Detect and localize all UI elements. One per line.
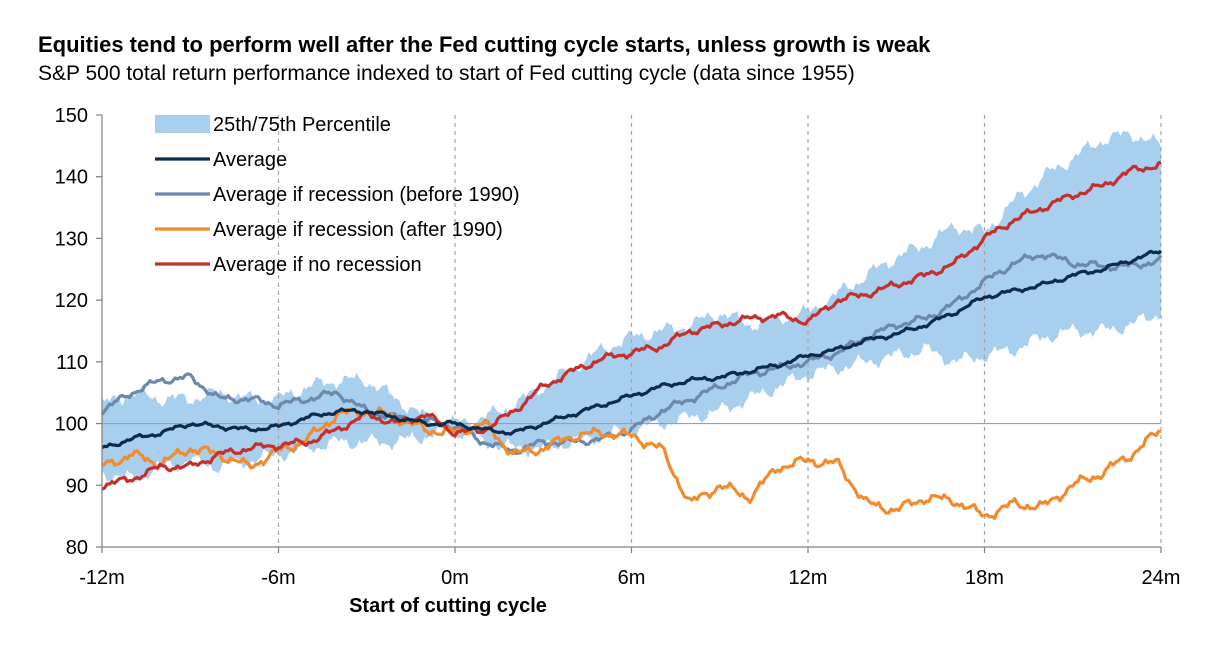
- legend: 25th/75th Percentile Average Average if re…: [155, 114, 519, 276]
- legend-swatch-band: [155, 115, 210, 133]
- y-tick-label: 80: [66, 537, 88, 559]
- x-tick-label: -12m: [79, 567, 125, 589]
- legend-label-1: Average: [213, 149, 287, 171]
- x-tick-label: 18m: [965, 567, 1004, 589]
- y-tick-label: 150: [55, 105, 88, 127]
- series-line-4: [101, 160, 1162, 491]
- series-line-1: [101, 249, 1163, 449]
- y-tick-label: 90: [66, 475, 88, 497]
- x-tick-label: 0m: [441, 567, 469, 589]
- x-axis-label: Start of cutting cycle: [349, 595, 547, 617]
- legend-label-band: 25th/75th Percentile: [213, 114, 391, 136]
- y-tick-label: 100: [55, 414, 88, 436]
- x-tick-label: 12m: [789, 567, 828, 589]
- legend-label-3: Average if recession (after 1990): [213, 219, 503, 241]
- y-tick-label: 110: [56, 352, 88, 374]
- axes-layer: 80 90 100 110 120 130 140 150 -12m -6m 0m 6m 12m 18m 2…: [55, 105, 1181, 589]
- series-line-2: [100, 252, 1163, 455]
- y-tick-label: 130: [55, 228, 88, 250]
- x-tick-label: 24m: [1142, 567, 1181, 589]
- legend-label-4: Average if no recession: [213, 254, 422, 276]
- percentile-band-area: [102, 130, 1161, 483]
- gridline-layer: [102, 115, 1162, 547]
- percentile-band-layer: [102, 130, 1161, 483]
- chart-title: Equities tend to perform well after the …: [38, 32, 931, 57]
- legend-label-2: Average if recession (before 1990): [213, 184, 519, 206]
- y-tick-label: 140: [55, 167, 88, 189]
- x-tick-label: 6m: [618, 567, 646, 589]
- chart-subtitle: S&P 500 total return performance indexed…: [38, 62, 855, 85]
- y-tick-label: 120: [55, 290, 88, 312]
- x-tick-label: -6m: [261, 567, 295, 589]
- series-layer: [100, 160, 1163, 520]
